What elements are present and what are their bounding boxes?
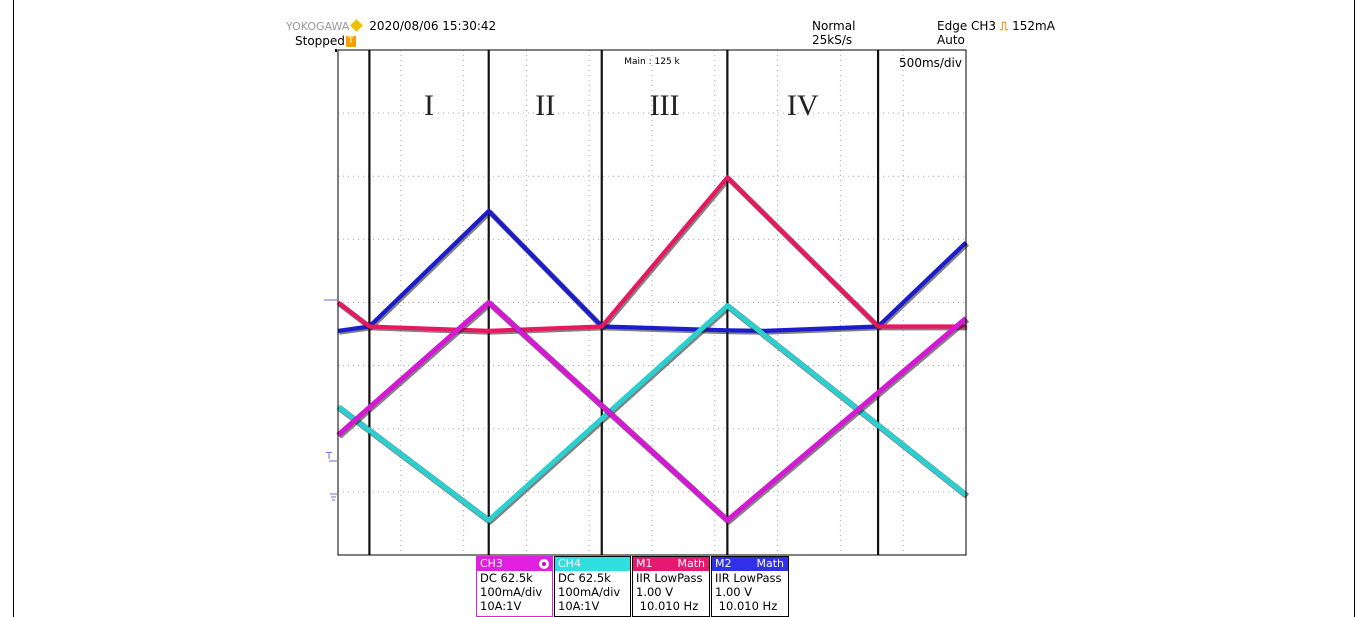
- channel-chip-ch3[interactable]: CH3 DC 62.5k 100mA/div 10A:1V: [476, 556, 553, 617]
- trace-ch4: [336, 303, 968, 523]
- brand-logo: YOKOGAWA: [286, 20, 350, 33]
- trigger-info: Edge CH3 ⎍ 152mA: [937, 19, 1055, 33]
- trigger-mode: Auto: [937, 33, 965, 47]
- filter-type: IIR LowPass: [636, 571, 703, 585]
- region-label: II: [535, 89, 555, 122]
- trace-m1-shadow: [337, 176, 968, 335]
- channel-name: CH3: [480, 557, 503, 570]
- trigger-level: 152mA: [1012, 19, 1055, 33]
- trigger-point-marker: [335, 49, 337, 52]
- main-points: Main : 125 k: [624, 57, 680, 67]
- trigger-position-icon: T: [345, 36, 356, 47]
- sample-rate: 25kS/s: [812, 33, 853, 47]
- math-label: Math: [756, 557, 784, 570]
- trace-ch3-shadow: [337, 300, 970, 525]
- coupling-bandwidth: DC 62.5k: [558, 571, 611, 585]
- trigger-level-marker: T: [325, 451, 333, 462]
- region-label: IV: [787, 89, 819, 122]
- trigger-source: Edge CH3: [937, 19, 997, 33]
- probe-ratio: 10A:1V: [558, 599, 600, 613]
- graticule: [338, 50, 966, 555]
- trace-m1: [336, 175, 966, 333]
- acq-mode: Normal: [812, 19, 856, 33]
- volts-per-div: 100mA/div: [558, 585, 621, 599]
- plot-border: [337, 49, 967, 556]
- probe-ratio: 10A:1V: [480, 599, 522, 613]
- channel-chip-m2[interactable]: M2 Math IIR LowPass 1.00 V 10.010 Hz: [711, 556, 789, 617]
- rising-edge-icon: ⎍: [999, 19, 1009, 33]
- channel-chip-ch3-head: CH3: [477, 557, 552, 571]
- trace-m2: [337, 208, 968, 333]
- region-labels: I II III IV: [424, 89, 819, 122]
- acquisition-state: Stopped T: [295, 34, 356, 48]
- trace-ch4-shadow: [337, 303, 970, 525]
- volts-per-div: 1.00 V: [636, 585, 674, 599]
- channel-name: CH4: [558, 557, 581, 570]
- channel-chip-m1-head: M1 Math: [633, 557, 709, 571]
- header-brand-row: YOKOGAWA 2020/08/06 15:30:42: [286, 19, 496, 34]
- traces: [336, 175, 970, 525]
- channel-chip-m2-head: M2 Math: [712, 557, 788, 571]
- timebase: 500ms/div: [899, 56, 962, 70]
- channel-name: M2: [715, 557, 732, 570]
- region-label: III: [650, 89, 680, 122]
- active-channel-icon: [539, 559, 549, 569]
- page-frame-left: [13, 0, 14, 617]
- datetime: 2020/08/06 15:30:42: [369, 19, 497, 33]
- cutoff-frequency: 10.010 Hz: [715, 599, 778, 613]
- state-label: Stopped: [295, 34, 345, 48]
- ground-icon: [330, 493, 337, 501]
- channel-name: M1: [636, 557, 653, 570]
- channel-chip-ch4[interactable]: CH4 DC 62.5k 100mA/div 10A:1V: [554, 556, 631, 617]
- volts-per-div: 1.00 V: [715, 585, 753, 599]
- page-frame-right: [1354, 0, 1355, 617]
- volts-per-div: 100mA/div: [480, 585, 543, 599]
- trace-ch3: [336, 300, 968, 523]
- cutoff-frequency: 10.010 Hz: [636, 599, 699, 613]
- region-label: I: [424, 89, 434, 122]
- channel-chip-ch4-head: CH4: [555, 557, 630, 571]
- filter-type: IIR LowPass: [715, 571, 782, 585]
- channel-chip-m1[interactable]: M1 Math IIR LowPass 1.00 V 10.010 Hz: [632, 556, 710, 617]
- coupling-bandwidth: DC 62.5k: [480, 571, 533, 585]
- math-label: Math: [677, 557, 705, 570]
